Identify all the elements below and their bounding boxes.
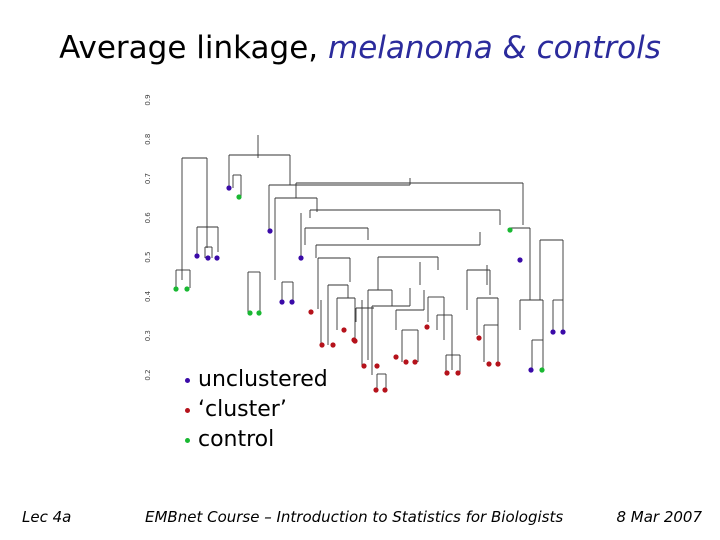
leaf-marker-cluster [403, 359, 409, 365]
leaf-marker-cluster [476, 335, 482, 341]
leaf-marker-cluster [412, 359, 418, 365]
leaf-marker-cluster [341, 327, 347, 333]
leaf-marker-control [184, 286, 190, 292]
leaf-marker-cluster [352, 338, 358, 344]
leaf-marker-unclustered [267, 228, 273, 234]
leaf-marker-unclustered [205, 255, 211, 261]
legend-marker-unclustered [182, 375, 192, 385]
footer-date: 8 Mar 2007 [616, 508, 702, 526]
footer-course: EMBnet Course – Introduction to Statisti… [145, 508, 564, 526]
title-plain: Average linkage, [59, 30, 319, 66]
title-accent: melanoma & controls [328, 30, 661, 66]
leaf-marker-cluster [382, 387, 388, 393]
leaf-marker-cluster [330, 342, 336, 348]
leaf-marker-unclustered [289, 299, 295, 305]
legend-item-cluster: ‘cluster’ [182, 395, 328, 425]
legend: unclustered ‘cluster’ control [182, 365, 328, 455]
axis-tick-label: 0.5 [144, 252, 152, 263]
leaf-marker-control [247, 310, 253, 316]
leaf-marker-control [507, 227, 513, 233]
legend-item-unclustered: unclustered [182, 365, 328, 395]
dendrogram-leaves [173, 185, 566, 393]
legend-item-control: control [182, 425, 328, 455]
leaf-marker-cluster [374, 363, 380, 369]
legend-label-unclustered: unclustered [198, 367, 328, 392]
leaf-marker-unclustered [214, 255, 220, 261]
leaf-marker-unclustered [560, 329, 566, 335]
leaf-marker-cluster [455, 370, 461, 376]
footer-lecture: Lec 4a [22, 508, 72, 526]
axis-tick-label: 0.4 [144, 290, 152, 302]
leaf-marker-cluster [424, 324, 430, 330]
leaf-marker-unclustered [298, 255, 304, 261]
leaf-marker-unclustered [194, 253, 200, 259]
dendrogram-branches [175, 135, 564, 390]
leaf-marker-cluster [444, 370, 450, 376]
height-axis: 0.2 0.3 0.4 0.5 0.6 0.7 0.8 0.9 [144, 94, 152, 380]
slide-title: Average linkage, melanoma & controls [0, 30, 720, 66]
axis-tick-label: 0.8 [144, 134, 152, 145]
legend-marker-cluster [182, 405, 192, 415]
leaf-marker-control [256, 310, 262, 316]
legend-marker-control [182, 435, 192, 445]
legend-label-control: control [198, 427, 275, 452]
leaf-marker-control [236, 194, 242, 200]
leaf-marker-control [173, 286, 179, 292]
axis-tick-label: 0.2 [144, 369, 152, 380]
leaf-marker-cluster [308, 309, 314, 315]
axis-tick-label: 0.6 [144, 212, 152, 224]
leaf-marker-unclustered [279, 299, 285, 305]
leaf-marker-control [539, 367, 545, 373]
axis-tick-label: 0.7 [144, 173, 152, 184]
leaf-marker-cluster [361, 363, 367, 369]
leaf-marker-unclustered [528, 367, 534, 373]
leaf-marker-cluster [495, 361, 501, 367]
leaf-marker-unclustered [226, 185, 232, 191]
leaf-marker-cluster [373, 387, 379, 393]
leaf-marker-unclustered [550, 329, 556, 335]
leaf-marker-cluster [486, 361, 492, 367]
leaf-marker-cluster [393, 354, 399, 360]
leaf-marker-unclustered [517, 257, 523, 263]
axis-tick-label: 0.9 [144, 94, 152, 105]
leaf-marker-cluster [319, 342, 325, 348]
axis-tick-label: 0.3 [144, 330, 152, 341]
legend-label-cluster: ‘cluster’ [198, 397, 287, 422]
